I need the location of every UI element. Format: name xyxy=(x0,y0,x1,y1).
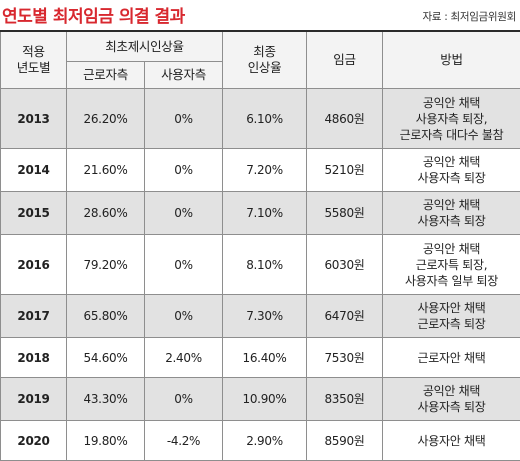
final-rate-cell: 6.10% xyxy=(223,89,307,149)
table-row: 2020 19.80% -4.2% 2.90% 8590원 사용자안 채택 xyxy=(1,421,520,461)
labor-rate-cell: 43.30% xyxy=(67,378,145,421)
method-cell: 사용자안 채택 xyxy=(383,421,520,461)
labor-rate-cell: 21.60% xyxy=(67,149,145,192)
table-row: 2018 54.60% 2.40% 16.40% 7530원 근로자안 채택 xyxy=(1,338,520,378)
final-rate-cell: 7.10% xyxy=(223,192,307,235)
method-header: 방법 xyxy=(383,31,520,89)
labor-header: 근로자측 xyxy=(67,62,145,89)
final-rate-cell: 10.90% xyxy=(223,378,307,421)
employer-rate-cell: 0% xyxy=(145,89,223,149)
final-rate-header: 최종 인상율 xyxy=(223,31,307,89)
labor-rate-cell: 28.60% xyxy=(67,192,145,235)
year-cell: 2020 xyxy=(1,421,67,461)
page-title: 연도별 최저임금 의결 결과 xyxy=(2,2,185,27)
year-cell: 2017 xyxy=(1,295,67,338)
employer-rate-cell: 0% xyxy=(145,192,223,235)
minimum-wage-table: 적용 년도별 최초제시인상율 최종 인상율 임금 방법 근로자측 사용자측 20… xyxy=(0,30,520,461)
employer-rate-cell: 0% xyxy=(145,149,223,192)
employer-header: 사용자측 xyxy=(145,62,223,89)
table-row: 2014 21.60% 0% 7.20% 5210원 공익안 채택 사용자측 퇴… xyxy=(1,149,520,192)
table-row: 2015 28.60% 0% 7.10% 5580원 공익안 채택 사용자측 퇴… xyxy=(1,192,520,235)
wage-cell: 6030원 xyxy=(307,235,383,295)
year-cell: 2019 xyxy=(1,378,67,421)
year-cell: 2018 xyxy=(1,338,67,378)
labor-rate-cell: 54.60% xyxy=(67,338,145,378)
wage-cell: 5580원 xyxy=(307,192,383,235)
method-cell: 공익안 채택 사용자측 퇴장, 근로자측 대다수 불참 xyxy=(383,89,520,149)
year-cell: 2014 xyxy=(1,149,67,192)
proposal-rate-header: 최초제시인상율 xyxy=(67,31,223,62)
wage-cell: 7530원 xyxy=(307,338,383,378)
year-cell: 2016 xyxy=(1,235,67,295)
table-row: 2019 43.30% 0% 10.90% 8350원 공익안 채택 사용자측 … xyxy=(1,378,520,421)
header: 연도별 최저임금 의결 결과 자료 : 최저임금위원회 xyxy=(0,0,520,30)
wage-cell: 4860원 xyxy=(307,89,383,149)
final-rate-cell: 2.90% xyxy=(223,421,307,461)
source-note: 자료 : 최저임금위원회 xyxy=(422,9,516,24)
method-cell: 공익안 채택 근로자특 퇴장, 사용자측 일부 퇴장 xyxy=(383,235,520,295)
wage-header: 임금 xyxy=(307,31,383,89)
labor-rate-cell: 79.20% xyxy=(67,235,145,295)
wage-cell: 6470원 xyxy=(307,295,383,338)
year-cell: 2013 xyxy=(1,89,67,149)
employer-rate-cell: 0% xyxy=(145,295,223,338)
year-cell: 2015 xyxy=(1,192,67,235)
final-rate-cell: 7.20% xyxy=(223,149,307,192)
method-cell: 사용자안 채택 근로자측 퇴장 xyxy=(383,295,520,338)
final-rate-cell: 16.40% xyxy=(223,338,307,378)
method-cell: 공익안 채택 사용자측 퇴장 xyxy=(383,192,520,235)
method-cell: 공익안 채택 사용자측 퇴장 xyxy=(383,378,520,421)
final-rate-cell: 7.30% xyxy=(223,295,307,338)
labor-rate-cell: 19.80% xyxy=(67,421,145,461)
final-rate-cell: 8.10% xyxy=(223,235,307,295)
method-cell: 공익안 채택 사용자측 퇴장 xyxy=(383,149,520,192)
table-row: 2013 26.20% 0% 6.10% 4860원 공익안 채택 사용자측 퇴… xyxy=(1,89,520,149)
table-row: 2017 65.80% 0% 7.30% 6470원 사용자안 채택 근로자측 … xyxy=(1,295,520,338)
employer-rate-cell: 0% xyxy=(145,378,223,421)
labor-rate-cell: 65.80% xyxy=(67,295,145,338)
wage-cell: 8350원 xyxy=(307,378,383,421)
employer-rate-cell: 0% xyxy=(145,235,223,295)
method-cell: 근로자안 채택 xyxy=(383,338,520,378)
header-row: 적용 년도별 최초제시인상율 최종 인상율 임금 방법 xyxy=(1,31,520,62)
table-row: 2016 79.20% 0% 8.10% 6030원 공익안 채택 근로자특 퇴… xyxy=(1,235,520,295)
labor-rate-cell: 26.20% xyxy=(67,89,145,149)
wage-cell: 8590원 xyxy=(307,421,383,461)
year-header: 적용 년도별 xyxy=(1,31,67,89)
employer-rate-cell: -4.2% xyxy=(145,421,223,461)
employer-rate-cell: 2.40% xyxy=(145,338,223,378)
wage-cell: 5210원 xyxy=(307,149,383,192)
